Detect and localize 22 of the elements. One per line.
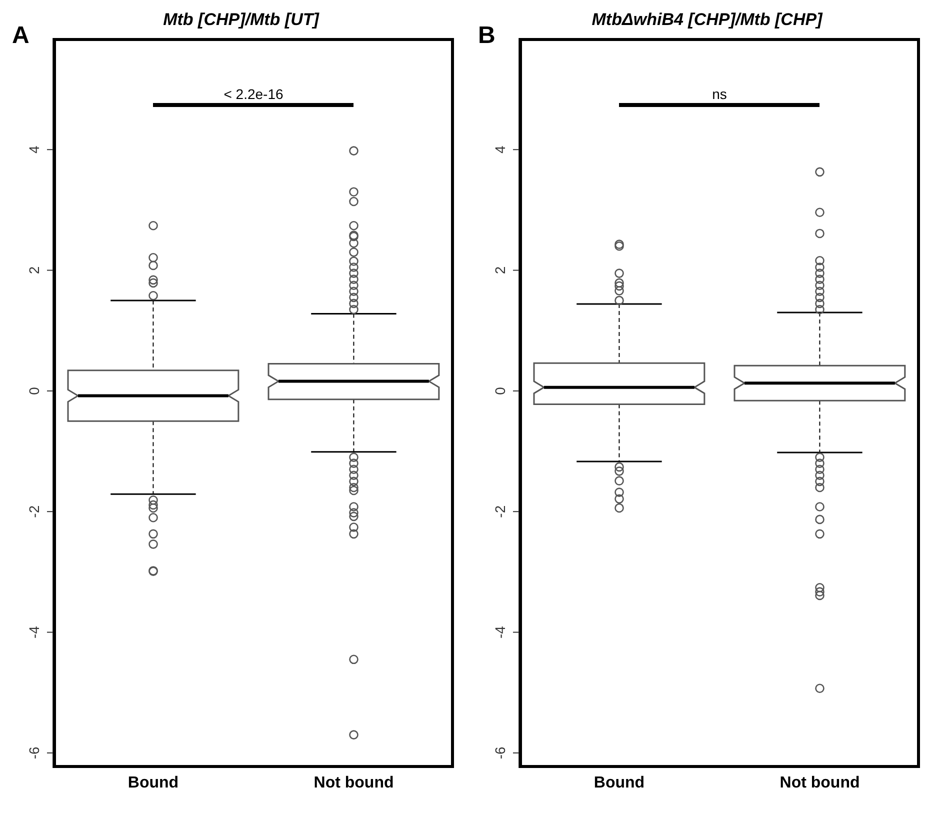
y-tick-label: 2	[492, 266, 508, 274]
annotation: < 2.2e-16	[222, 86, 284, 102]
annotation: ns	[711, 86, 728, 102]
chart-title: Mtb [CHP]/Mtb [UT]	[163, 10, 319, 29]
x-tick-label: Bound	[128, 774, 179, 792]
y-tick-label: 0	[492, 386, 508, 395]
x-tick-label: Not bound	[780, 774, 860, 792]
y-tick-label: -4	[26, 626, 42, 638]
y-tick-label: 4	[26, 146, 42, 154]
y-tick-label: -6	[492, 746, 508, 760]
chart-title: MtbΔwhiB4 [CHP]/Mtb [CHP]	[592, 10, 822, 29]
y-tick-label: -2	[26, 505, 42, 518]
y-tick-label: 4	[492, 146, 508, 154]
x-tick-label: Not bound	[314, 774, 394, 792]
y-tick-label: 2	[26, 266, 42, 274]
text: A	[12, 22, 30, 50]
text: B	[478, 22, 496, 50]
y-tick-label: -6	[26, 746, 42, 760]
y-tick-label: -2	[492, 505, 508, 518]
x-tick-label: Bound	[594, 774, 645, 792]
y-tick-label: 0	[26, 386, 42, 395]
y-tick-label: -4	[492, 626, 508, 638]
